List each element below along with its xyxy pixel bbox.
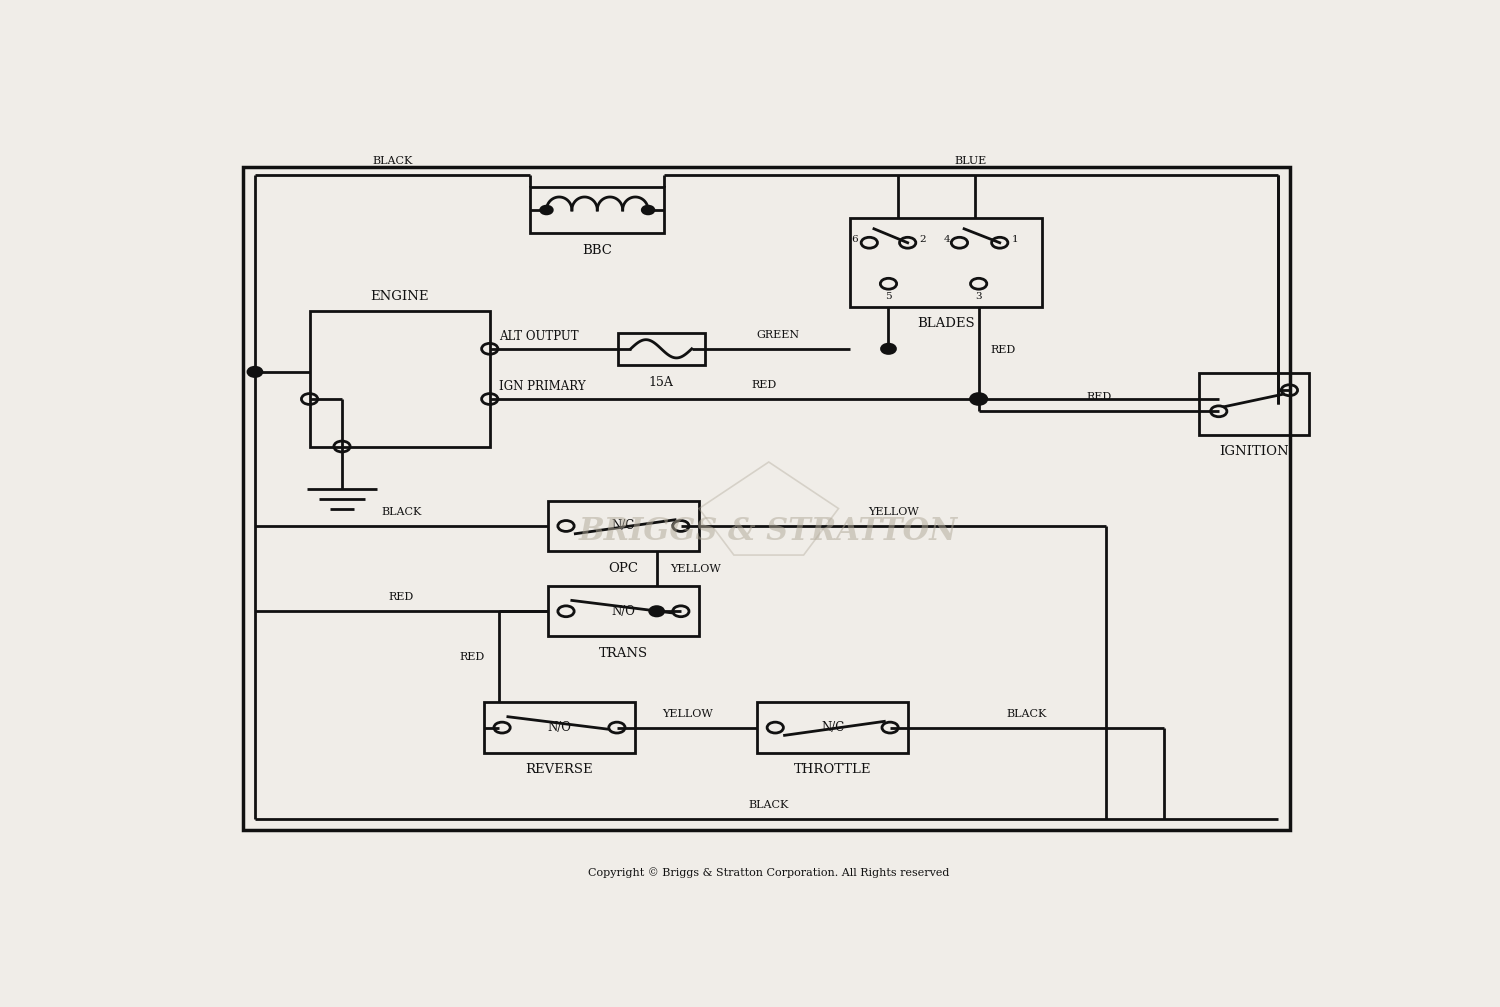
Text: RED: RED xyxy=(460,652,484,662)
Text: 15A: 15A xyxy=(650,376,674,389)
Text: BLACK: BLACK xyxy=(1007,709,1047,719)
Circle shape xyxy=(970,394,987,405)
Bar xyxy=(850,218,1042,307)
Text: N/O: N/O xyxy=(612,605,636,617)
Bar xyxy=(548,586,699,636)
Text: 4: 4 xyxy=(944,235,950,244)
Text: BLACK: BLACK xyxy=(372,156,413,166)
Text: YELLOW: YELLOW xyxy=(868,507,918,517)
Circle shape xyxy=(540,206,552,213)
Bar xyxy=(758,703,908,753)
Text: ALT OUTPUT: ALT OUTPUT xyxy=(500,330,579,343)
Text: ENGINE: ENGINE xyxy=(370,290,429,303)
Text: RED: RED xyxy=(990,344,1016,354)
Text: GREEN: GREEN xyxy=(756,330,800,339)
Bar xyxy=(243,167,1290,831)
Text: THROTTLE: THROTTLE xyxy=(794,763,871,776)
Text: 2: 2 xyxy=(920,235,926,244)
Text: YELLOW: YELLOW xyxy=(670,564,722,574)
Text: TRANS: TRANS xyxy=(598,648,648,660)
Text: BRIGGS & STRATTON: BRIGGS & STRATTON xyxy=(579,517,958,547)
Text: N/C: N/C xyxy=(612,520,634,533)
Text: BLADES: BLADES xyxy=(916,317,975,330)
Text: RED: RED xyxy=(1086,393,1112,403)
Text: 5: 5 xyxy=(885,291,892,300)
Bar xyxy=(618,332,705,366)
Text: IGN PRIMARY: IGN PRIMARY xyxy=(500,380,585,393)
Text: BBC: BBC xyxy=(582,244,612,257)
Text: BLUE: BLUE xyxy=(956,156,987,166)
Text: IGNITION: IGNITION xyxy=(1220,445,1288,458)
Text: 6: 6 xyxy=(850,235,858,244)
Text: REVERSE: REVERSE xyxy=(525,763,594,776)
Circle shape xyxy=(642,206,654,213)
Text: 1: 1 xyxy=(1011,235,1019,244)
Bar xyxy=(531,186,664,234)
Circle shape xyxy=(882,344,896,353)
Text: BLACK: BLACK xyxy=(748,800,789,810)
Bar xyxy=(309,311,489,446)
Text: N/O: N/O xyxy=(548,721,572,734)
Text: RED: RED xyxy=(388,592,414,602)
Bar xyxy=(1198,373,1310,435)
Text: Copyright © Briggs & Stratton Corporation. All Rights reserved: Copyright © Briggs & Stratton Corporatio… xyxy=(588,868,950,878)
Circle shape xyxy=(248,368,262,377)
Text: YELLOW: YELLOW xyxy=(662,709,712,719)
Bar xyxy=(548,500,699,551)
Text: 3: 3 xyxy=(975,291,982,300)
Text: OPC: OPC xyxy=(609,562,639,575)
Circle shape xyxy=(650,606,663,616)
Text: BLACK: BLACK xyxy=(381,507,422,517)
Text: N/C: N/C xyxy=(821,721,844,734)
Bar xyxy=(484,703,634,753)
Text: RED: RED xyxy=(752,380,777,390)
